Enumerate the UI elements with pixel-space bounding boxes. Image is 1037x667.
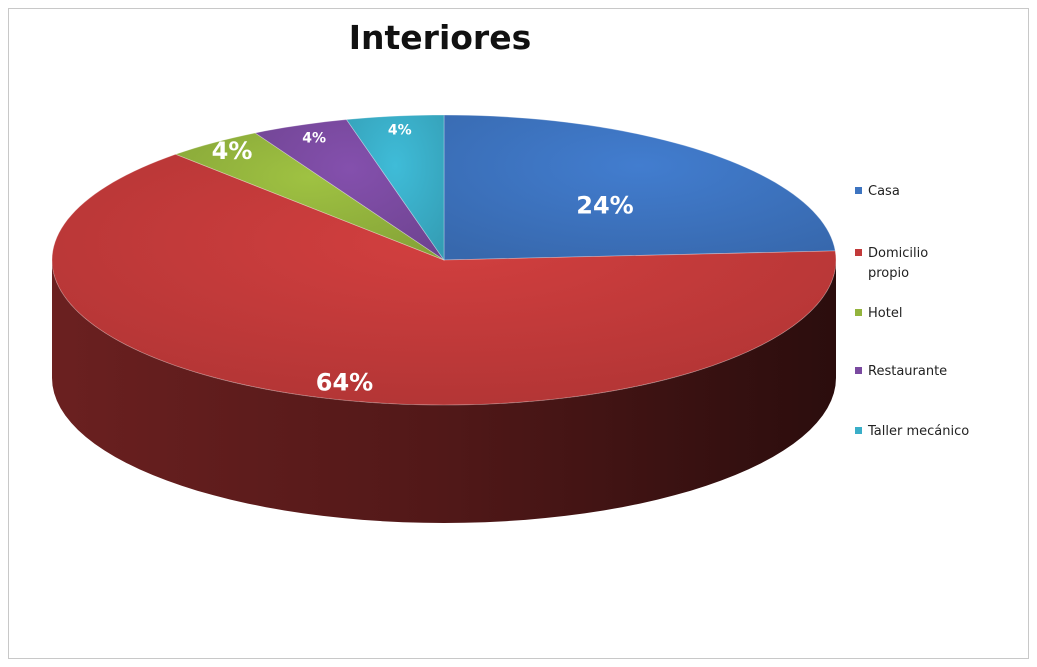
legend-label-restaurante: Restaurante — [868, 364, 948, 379]
legend-swatch-restaurante — [855, 367, 862, 374]
legend-swatch-taller-mecanico — [855, 427, 862, 434]
legend-swatch-domicilio-propio — [855, 249, 862, 256]
legend-item-restaurante: Restaurante — [855, 362, 947, 382]
pie-slice-casa — [443, 114, 836, 261]
legend-label-hotel: Hotel — [868, 306, 903, 321]
data-label-hotel: 4% — [212, 137, 253, 165]
legend-item-domicilio-propio: Domicilio propio — [855, 244, 938, 284]
legend-swatch-casa — [855, 187, 862, 194]
data-label-casa: 24% — [576, 192, 633, 220]
legend-item-casa: Casa — [855, 182, 900, 202]
pie-slice-hotel — [174, 132, 445, 261]
pie-slice-restaurante — [254, 119, 445, 261]
data-label-taller-mecanico: 4% — [388, 123, 412, 139]
data-label-restaurante: 4% — [302, 131, 326, 147]
legend-item-hotel: Hotel — [855, 304, 902, 324]
legend-label-domicilio-propio: Domicilio propio — [868, 246, 929, 281]
legend-swatch-hotel — [855, 309, 862, 316]
chart-title: Interiores — [348, 18, 532, 57]
legend-label-casa: Casa — [868, 184, 900, 199]
legend-label-taller-mecanico: Taller mecánico — [868, 424, 970, 439]
data-label-domicilio-propio: 64% — [316, 369, 373, 397]
pie-slice-domicilio-propio — [51, 153, 837, 406]
pie-side-domicilio-propio — [52, 260, 836, 523]
legend-item-taller-mecanico: Taller mecánico — [855, 422, 969, 442]
pie-slice-taller-mecanico — [345, 114, 445, 262]
